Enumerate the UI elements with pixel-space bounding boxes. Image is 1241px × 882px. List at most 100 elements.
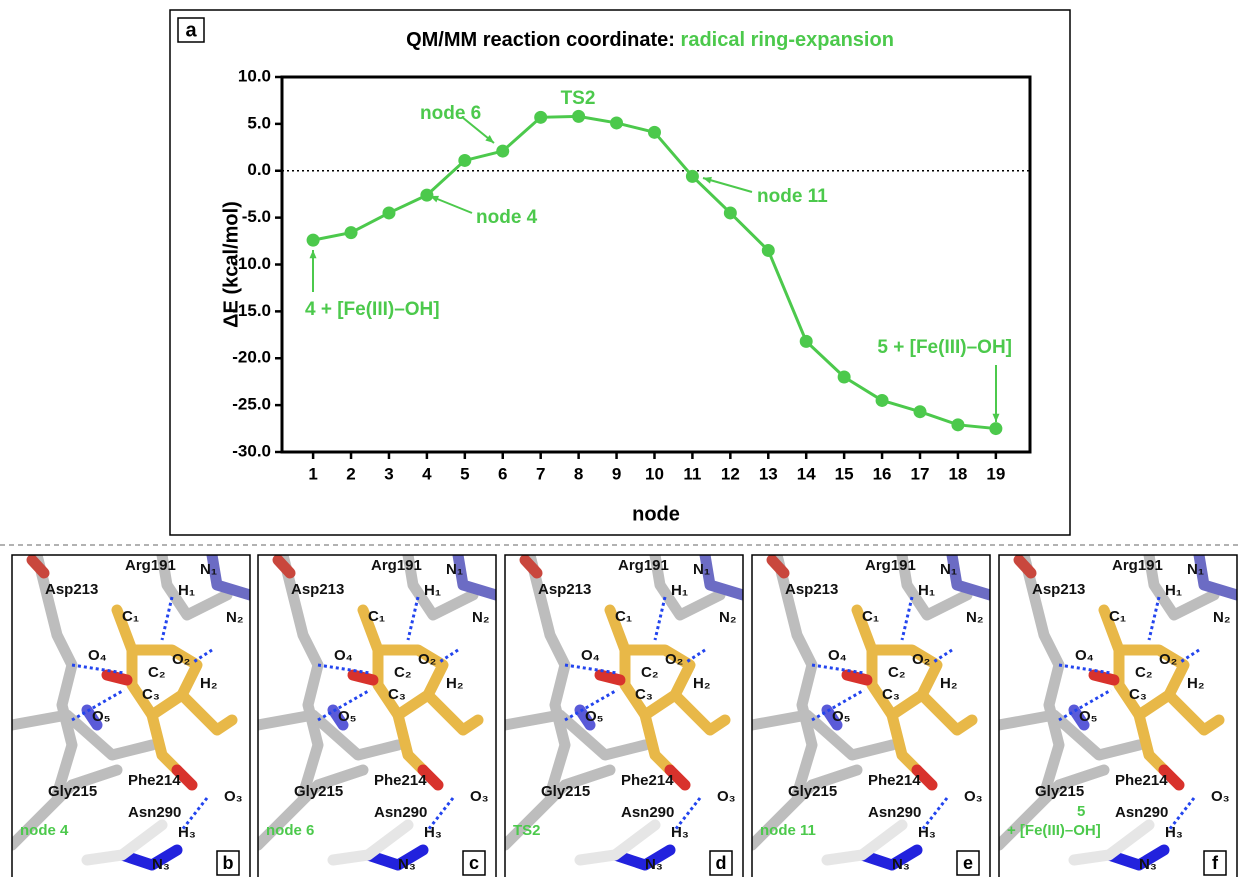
bond bbox=[1068, 819, 1155, 866]
atom-label: O₄ bbox=[334, 647, 353, 664]
bond bbox=[357, 604, 449, 721]
h-bond bbox=[1058, 688, 1112, 722]
atom-label: Asp213 bbox=[291, 581, 344, 598]
atom-label: Gly215 bbox=[1035, 783, 1084, 800]
atom-label: Arg191 bbox=[371, 557, 422, 574]
bond bbox=[916, 689, 978, 736]
h-bond bbox=[811, 688, 865, 722]
atom-label: H₂ bbox=[940, 675, 958, 692]
atom-label: C₃ bbox=[388, 686, 406, 703]
atom-label: C₁ bbox=[368, 608, 385, 625]
atom-label: N₂ bbox=[226, 609, 244, 626]
x-tick-label: 3 bbox=[384, 464, 393, 483]
x-tick-label: 13 bbox=[759, 464, 778, 483]
chart-frame bbox=[169, 9, 1071, 536]
atom-label: O₃ bbox=[717, 788, 736, 805]
data-point bbox=[496, 144, 510, 158]
atom-label: H₃ bbox=[671, 824, 689, 841]
atom-label: Phe214 bbox=[621, 772, 674, 789]
h-bond bbox=[673, 797, 702, 831]
atom-label: H₁ bbox=[424, 582, 441, 599]
h-bond bbox=[1058, 663, 1112, 675]
atom-label: C₁ bbox=[615, 608, 632, 625]
h-bond bbox=[317, 688, 371, 722]
h-bond bbox=[1167, 797, 1196, 831]
data-line bbox=[312, 114, 997, 431]
annotation: 4 + [Fe(III)–OH] bbox=[305, 299, 440, 320]
x-tick-label: 10 bbox=[645, 464, 664, 483]
y-tick-label: -15.0 bbox=[232, 301, 271, 320]
bond bbox=[81, 819, 168, 866]
data-point bbox=[913, 405, 927, 419]
bond bbox=[505, 709, 651, 761]
x-tick-label: 19 bbox=[986, 464, 1005, 483]
data-point bbox=[420, 188, 434, 202]
x-tick-label: 1 bbox=[308, 464, 317, 483]
bond bbox=[752, 709, 898, 761]
atom-label: O₃ bbox=[964, 788, 983, 805]
bond bbox=[402, 555, 479, 621]
atom-label: C₂ bbox=[148, 664, 166, 681]
bond bbox=[886, 709, 923, 776]
h-bond bbox=[437, 648, 459, 665]
h-bond bbox=[317, 663, 371, 675]
state-label: node 11 bbox=[760, 822, 816, 839]
x-tick-label: 18 bbox=[948, 464, 967, 483]
atom-label: O₂ bbox=[418, 651, 436, 668]
molecule-panel bbox=[752, 555, 990, 877]
data-point bbox=[723, 206, 737, 220]
molecule-panel bbox=[505, 555, 743, 877]
x-tick-label: 9 bbox=[612, 464, 621, 483]
h-bond bbox=[180, 797, 209, 831]
molecule-panel bbox=[999, 555, 1237, 877]
arrow-head bbox=[992, 413, 1000, 422]
molecule-panel bbox=[12, 555, 250, 877]
atom-label: Phe214 bbox=[128, 772, 181, 789]
atom-label: Asn290 bbox=[621, 804, 674, 821]
h-bond bbox=[160, 596, 174, 641]
annotation: node 6 bbox=[420, 103, 481, 124]
arrow-head bbox=[309, 250, 317, 259]
arrow-head bbox=[430, 195, 439, 203]
bond bbox=[452, 555, 496, 601]
atom-label: Asp213 bbox=[1032, 581, 1085, 598]
bond bbox=[604, 604, 696, 721]
h-bond bbox=[653, 596, 667, 641]
atom-label: Arg191 bbox=[125, 557, 176, 574]
state-label: 5 bbox=[1077, 803, 1085, 820]
atom-label: Gly215 bbox=[48, 783, 97, 800]
atom-label: N₁ bbox=[693, 561, 710, 578]
bond bbox=[664, 764, 691, 791]
y-tick-label: -10.0 bbox=[232, 254, 271, 273]
atom-label: C₃ bbox=[882, 686, 900, 703]
data-point bbox=[761, 243, 775, 257]
atom-label: N₃ bbox=[645, 856, 663, 873]
panel-letter: f bbox=[1212, 853, 1219, 873]
bond bbox=[176, 689, 238, 736]
atom-label: O₃ bbox=[224, 788, 243, 805]
data-point bbox=[306, 233, 320, 247]
h-bond bbox=[811, 663, 865, 675]
bond bbox=[347, 669, 379, 686]
data-point bbox=[685, 169, 699, 183]
atom-label: Gly215 bbox=[294, 783, 343, 800]
atom-label: H₃ bbox=[178, 824, 196, 841]
atom-label: Phe214 bbox=[374, 772, 427, 789]
bond bbox=[519, 555, 543, 579]
atom-label: N₂ bbox=[719, 609, 737, 626]
atom-label: Asp213 bbox=[538, 581, 591, 598]
y-tick-label: -5.0 bbox=[242, 207, 271, 226]
bond bbox=[1068, 704, 1090, 731]
data-point bbox=[951, 418, 965, 432]
atom-label: C₃ bbox=[1129, 686, 1147, 703]
bond bbox=[156, 555, 233, 621]
atom-label: O₅ bbox=[338, 708, 357, 725]
bond bbox=[999, 764, 1110, 851]
atom-label: Asp213 bbox=[785, 581, 838, 598]
bond bbox=[12, 764, 123, 851]
bond bbox=[821, 704, 843, 731]
molecule-panel bbox=[258, 555, 496, 877]
panel-letter-box bbox=[216, 850, 240, 876]
bond bbox=[258, 709, 404, 761]
atom-label: Asn290 bbox=[868, 804, 921, 821]
